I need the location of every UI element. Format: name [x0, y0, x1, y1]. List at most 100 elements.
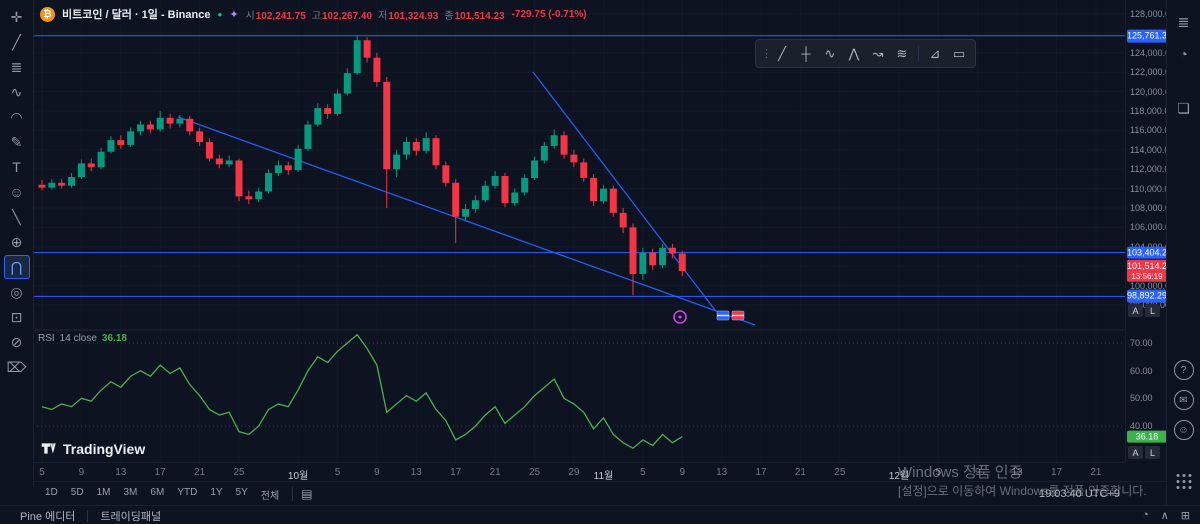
price-scale[interactable]: 98,000.00100,000.00102,000.00104,000.001… [1125, 0, 1175, 462]
interval-button-5d[interactable]: 5D [70, 486, 84, 498]
zigzag-icon[interactable]: ↝ [872, 45, 884, 61]
candle-body [87, 163, 95, 168]
help-icon[interactable]: ? [1173, 360, 1194, 380]
time-label: 17 [450, 467, 462, 478]
interval-button-3m[interactable]: 3M [123, 486, 138, 498]
rsi-value-badge: 36.18 [1127, 430, 1167, 444]
time-axis[interactable]: 5 9 13 17 21 25 10월 5 9 13 17 21 25 29 11월 5 9 13 17 21 25 12… [33, 462, 1125, 482]
candle-body [97, 151, 105, 168]
trendline-drawing[interactable] [532, 71, 716, 311]
trendline-drawing[interactable] [177, 116, 756, 326]
drawing-tools-sidebar: ✛ ╱ ≣ ∿ ◠ ✎ T ☺ ╲ ⊕ ⋂ ◎ ⊡ ⊘ ⌦ [0, 0, 34, 486]
crosshair-tool[interactable]: ✛ [10, 8, 23, 25]
timezone-icon[interactable]: ◔ [1142, 509, 1149, 521]
collapse-panel-icon[interactable]: ∧ [1160, 510, 1169, 522]
auto-scale-button[interactable]: A [1128, 446, 1143, 459]
interval-button-1m[interactable]: 1M [96, 486, 111, 498]
interval-toolbar: 1D 5D 1M 3M 6M YTD 1Y 5Y 전체 ▤ 19:03:40 UTC+9 [0, 481, 1167, 506]
interval-button-ytd[interactable]: YTD [177, 486, 198, 498]
parallel-channel-icon[interactable]: ≋ [896, 45, 908, 61]
rsi-title: RSI [38, 333, 55, 344]
clock-time[interactable]: 19:03:40 UTC+9 [1038, 488, 1120, 500]
cross-line-icon[interactable]: ┼ [801, 46, 811, 61]
candle-body [599, 188, 607, 202]
candle-body [550, 135, 558, 146]
support-chat-icon[interactable]: ✉ [1173, 390, 1194, 410]
zoom-tool[interactable]: ⊕ [10, 233, 23, 250]
candle-body [314, 108, 322, 125]
price-tick: 108,000.00 [1130, 203, 1176, 213]
candle-body [668, 247, 676, 254]
candle-body [363, 40, 371, 58]
lock-drawings-tool[interactable]: ⊡ [10, 308, 23, 325]
symbol-title[interactable]: 비트코인 / 달러 · 1일 - Binance [62, 9, 211, 21]
candle-body [560, 135, 568, 155]
triangle-pattern-icon[interactable]: ⋀ [848, 45, 860, 61]
emoji-tool[interactable]: ☺ [9, 184, 24, 200]
indicator-flask-icon[interactable]: ✦ [229, 8, 239, 21]
rectangle-icon[interactable]: ▭ [952, 45, 966, 61]
price-line-badge: 103,404.29 [1127, 246, 1173, 259]
rsi-value: 36.18 [101, 333, 127, 344]
measure-tool[interactable]: ╲ [12, 208, 21, 225]
price-tick: 114,000.00 [1130, 144, 1175, 155]
time-label: 5 [39, 467, 45, 478]
price-tick: 118,000.00 [1130, 106, 1175, 116]
candle-body [491, 175, 499, 186]
remove-drawings-tool[interactable]: ⌦ [6, 358, 27, 375]
log-scale-button[interactable]: L [1145, 304, 1160, 317]
apps-grid-icon[interactable] [1176, 474, 1191, 489]
time-label: 9 [679, 467, 686, 478]
interval-button-6m[interactable]: 6M [150, 486, 165, 498]
brush-tool[interactable]: ✎ [10, 133, 23, 150]
ohlc-value: 102,267.40 [322, 10, 373, 22]
text-tool[interactable]: T [12, 159, 21, 175]
candle-body [38, 184, 46, 188]
candle-body [196, 131, 204, 143]
interval-button-5y[interactable]: 5Y [235, 486, 248, 498]
fib-retracement-tool[interactable]: ≣ [10, 58, 23, 75]
candle-body [77, 163, 85, 177]
circle-marker[interactable] [673, 310, 687, 324]
price-tick: 106,000.00 [1130, 222, 1176, 233]
ohlc-value: 102,241.75 [255, 10, 306, 22]
toolbar-drag-handle[interactable]: ⋮ [761, 48, 772, 60]
rsi-tick: 40.00 [1130, 421, 1153, 432]
candle-body [215, 158, 223, 165]
hide-drawings-tool[interactable]: ⊘ [10, 333, 23, 350]
chart-style-icon[interactable]: ▤ [301, 487, 313, 501]
wave-icon[interactable]: ∿ [824, 45, 836, 61]
feedback-icon[interactable]: ☺ [1173, 420, 1194, 440]
trendline-tool[interactable]: ╱ [12, 33, 21, 50]
ohlc-label: 시102,241.75 [245, 10, 306, 22]
pattern-tool[interactable]: ∿ [10, 83, 23, 100]
interval-button-1y[interactable]: 1Y [210, 486, 223, 498]
time-label-month: 12월 [888, 471, 910, 482]
rsi-tick: 60.00 [1130, 365, 1153, 376]
bar-countdown: 13:56:19 [1131, 271, 1163, 281]
price-chart-canvas[interactable] [33, 0, 1125, 462]
price-line-badge: 98,892.29 [1127, 289, 1168, 303]
time-label: 13 [1011, 467, 1023, 478]
tradingview-logo-icon [41, 443, 56, 454]
arc-tool[interactable]: ◠ [10, 108, 23, 125]
restore-panel-icon[interactable]: ⊞ [1180, 510, 1190, 522]
drawing-pin-tool[interactable]: ◎ [10, 283, 23, 300]
ideas-chat-icon[interactable]: ❏ [1177, 100, 1190, 116]
alerts-icon[interactable]: ◔ [1179, 46, 1188, 62]
candle-body [481, 185, 489, 201]
rsi-indicator-header[interactable]: RSI 14 close 36.18 [38, 333, 127, 344]
log-scale-button[interactable]: L [1145, 446, 1160, 459]
tab-pine-editor[interactable]: Pine 에디터 [20, 510, 76, 523]
trendline-icon[interactable]: ╱ [778, 45, 786, 61]
interval-button-1d[interactable]: 1D [45, 486, 58, 498]
interval-button-전체[interactable]: 전체 [260, 490, 280, 502]
candle-body [324, 108, 332, 114]
candle-body [540, 145, 548, 161]
watchlist-icon[interactable]: ≣ [1177, 14, 1190, 30]
angle-icon[interactable]: ⊿ [929, 45, 941, 61]
magnet-tool[interactable]: ⋂ [3, 255, 30, 279]
auto-scale-button[interactable]: A [1128, 304, 1143, 317]
candle-body [590, 177, 598, 202]
tab-trading-panel[interactable]: 트레이딩패널 [100, 510, 162, 523]
